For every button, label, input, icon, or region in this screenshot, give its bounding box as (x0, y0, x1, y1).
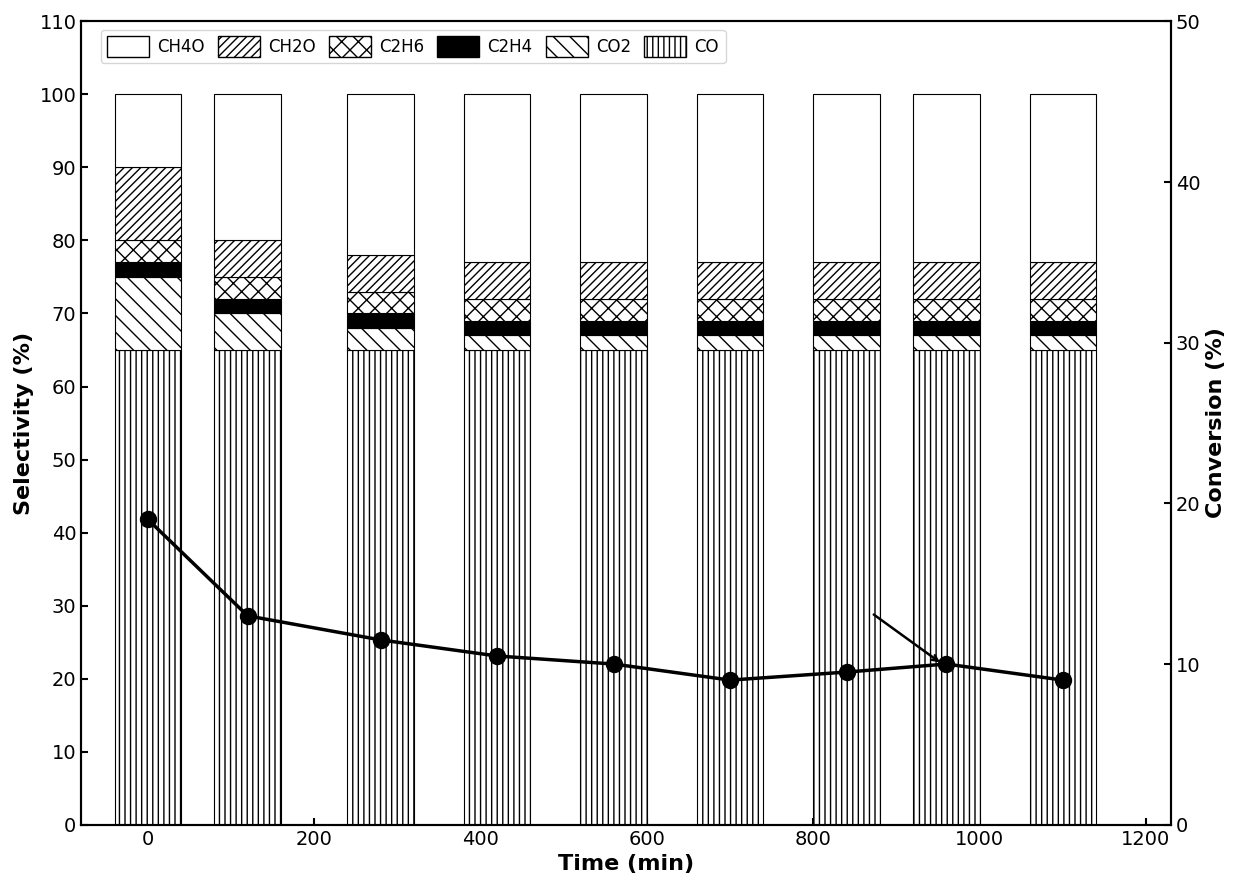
Bar (913, 94, 980, 262)
X-axis label: Time (min): Time (min) (558, 854, 694, 874)
Bar (347, 328, 414, 350)
Bar (1029, 299, 1096, 321)
Bar (215, 94, 281, 241)
Bar (913, 321, 980, 336)
Bar (813, 94, 880, 262)
Bar (697, 336, 764, 350)
Bar (347, 94, 414, 255)
Bar (114, 277, 181, 350)
Bar (580, 262, 647, 299)
Bar (215, 350, 281, 825)
Bar (1029, 94, 1096, 262)
Bar (464, 350, 531, 825)
Bar (580, 350, 647, 825)
Bar (813, 350, 880, 825)
Bar (1029, 262, 1096, 299)
Bar (697, 262, 764, 299)
Bar (580, 299, 647, 321)
Bar (464, 336, 531, 350)
Bar (347, 313, 414, 328)
Bar (913, 336, 980, 350)
Bar (697, 94, 764, 262)
Bar (697, 350, 764, 825)
Bar (114, 350, 181, 825)
Bar (114, 241, 181, 262)
Bar (464, 94, 531, 262)
Bar (913, 262, 980, 299)
Bar (1029, 336, 1096, 350)
Bar (114, 94, 181, 168)
Bar (347, 350, 414, 825)
Bar (813, 299, 880, 321)
Bar (913, 350, 980, 825)
Bar (114, 168, 181, 241)
Bar (697, 299, 764, 321)
Bar (347, 255, 414, 291)
Bar (215, 241, 281, 277)
Bar (580, 94, 647, 262)
Bar (215, 313, 281, 350)
Bar (464, 321, 531, 336)
Bar (464, 299, 531, 321)
Bar (913, 299, 980, 321)
Bar (697, 321, 764, 336)
Bar (114, 262, 181, 277)
Bar (580, 336, 647, 350)
Y-axis label: Conversion (%): Conversion (%) (1207, 328, 1226, 519)
Bar (813, 321, 880, 336)
Bar (347, 291, 414, 313)
Bar (464, 262, 531, 299)
Bar (215, 277, 281, 299)
Bar (580, 321, 647, 336)
Bar (1029, 350, 1096, 825)
Bar (1029, 321, 1096, 336)
Y-axis label: Selectivity (%): Selectivity (%) (14, 331, 33, 515)
Bar (813, 336, 880, 350)
Bar (215, 299, 281, 313)
Bar (813, 262, 880, 299)
Legend: CH4O, CH2O, C2H6, C2H4, CO2, CO: CH4O, CH2O, C2H6, C2H4, CO2, CO (100, 29, 725, 63)
